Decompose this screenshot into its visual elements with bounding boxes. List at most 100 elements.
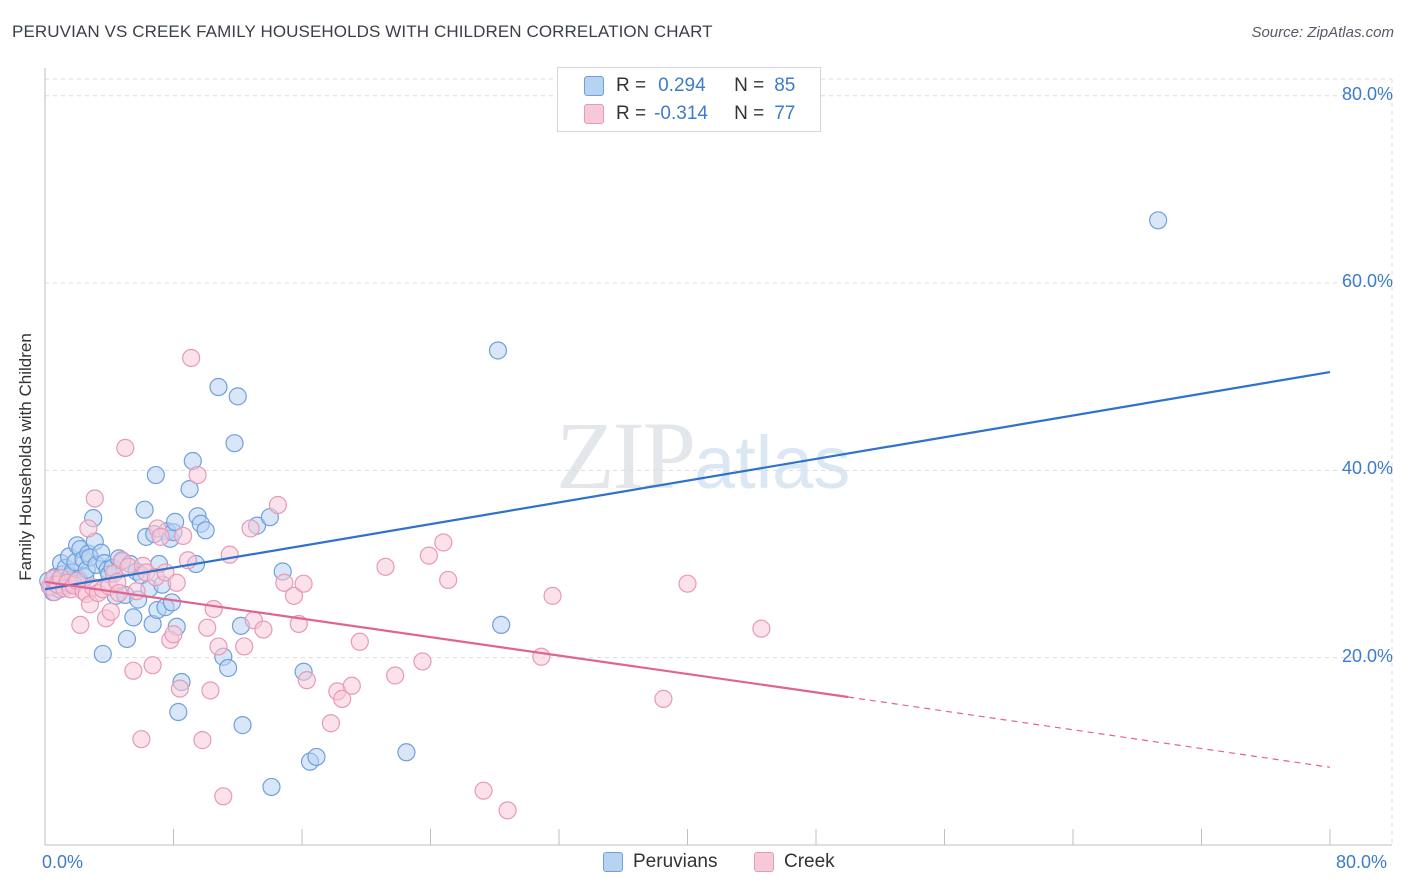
creek-point xyxy=(413,652,432,671)
peruvians-point xyxy=(166,512,185,531)
y-tick-label: 60.0% xyxy=(1341,271,1393,292)
creek-point xyxy=(678,574,697,593)
creek-point xyxy=(116,438,135,457)
creek-point xyxy=(297,671,316,690)
creek-point xyxy=(532,647,551,666)
creek-point xyxy=(235,637,254,656)
creek-point xyxy=(294,574,313,593)
peruvians-point xyxy=(196,521,215,540)
creek-trend-extension xyxy=(848,696,1331,768)
y-tick-label: 40.0% xyxy=(1341,458,1393,479)
peruvians-point xyxy=(180,479,199,499)
y-tick-label: 80.0% xyxy=(1341,83,1393,104)
peruvians-point xyxy=(162,593,181,612)
creek-point xyxy=(201,681,220,700)
peruvians-r-value: 0.294 xyxy=(658,75,706,96)
peruvians-point xyxy=(135,500,154,519)
creek-point xyxy=(268,495,288,515)
bottom-legend-peruvians: Peruvians xyxy=(603,851,718,873)
peruvians-trend-line xyxy=(44,370,1331,591)
creek-point xyxy=(71,615,90,635)
stats-legend: R = 0.294 N = 85 R = -0.314 N = 77 xyxy=(557,67,821,132)
peruvians-point xyxy=(117,629,137,649)
creek-n-value: 77 xyxy=(774,103,796,124)
peruvians-n-label: N = xyxy=(734,75,765,96)
creek-point xyxy=(752,619,771,638)
bottom-creek-swatch xyxy=(754,852,774,872)
trend-lines xyxy=(44,370,1331,768)
creek-point xyxy=(209,637,228,656)
data-points xyxy=(39,211,1168,820)
creek-point xyxy=(164,625,183,644)
peruvians-point xyxy=(209,377,228,397)
source-label: Source: ZipAtlas.com xyxy=(1251,24,1394,41)
creek-point xyxy=(79,519,98,538)
creek-point xyxy=(188,465,207,485)
peruvians-point xyxy=(146,465,165,485)
peruvians-n-value: 85 xyxy=(774,75,796,96)
x-tick-max: 80.0% xyxy=(1336,852,1388,872)
creek-point xyxy=(434,533,453,552)
creek-point xyxy=(543,586,562,605)
creek-point xyxy=(174,526,193,546)
creek-r-label: R = xyxy=(616,103,647,124)
peruvians-point xyxy=(307,747,326,767)
creek-point xyxy=(333,689,352,708)
peruvians-point xyxy=(219,658,238,678)
creek-point xyxy=(321,714,341,733)
peruvians-point xyxy=(228,387,247,406)
creek-point xyxy=(85,489,104,508)
creek-point xyxy=(214,787,233,806)
creek-point xyxy=(284,586,304,605)
creek-point xyxy=(151,527,170,546)
bottom-peruvians-label: Peruvians xyxy=(633,851,718,872)
y-axis-label: Family Households with Children xyxy=(16,333,35,581)
chart-title: PERUVIAN VS CREEK FAMILY HOUSEHOLDS WITH… xyxy=(12,22,713,41)
creek-point xyxy=(101,602,120,621)
creek-point xyxy=(220,545,239,564)
axes xyxy=(44,68,1392,846)
creek-point xyxy=(193,731,212,750)
creek-point xyxy=(474,781,493,800)
bottom-legend-creek: Creek xyxy=(754,851,835,873)
creek-point xyxy=(350,632,369,651)
peruvians-point xyxy=(397,743,416,762)
peruvians-point xyxy=(492,615,511,635)
creek-point xyxy=(124,661,143,680)
creek-point xyxy=(198,618,217,637)
peruvians-point xyxy=(262,777,281,797)
creek-point xyxy=(498,801,517,820)
creek-n-label: N = xyxy=(734,103,765,124)
creek-point xyxy=(275,573,294,592)
creek-point xyxy=(254,620,273,639)
creek-point xyxy=(127,582,146,601)
peruvians-swatch xyxy=(584,76,604,96)
creek-point xyxy=(241,519,260,538)
peruvians-point xyxy=(124,608,143,627)
creek-point xyxy=(143,656,162,675)
peruvians-point xyxy=(233,716,252,735)
creek-point xyxy=(182,348,201,368)
legend-row-peruvians: R = 0.294 N = 85 xyxy=(584,72,795,100)
bottom-peruvians-swatch xyxy=(603,852,623,872)
y-tick-label: 20.0% xyxy=(1341,645,1393,666)
creek-point xyxy=(419,546,438,565)
creek-point xyxy=(170,679,190,698)
creek-point xyxy=(132,730,151,749)
creek-point xyxy=(204,599,223,619)
creek-point xyxy=(167,573,186,592)
creek-point xyxy=(654,689,673,708)
watermark-atlas: atlas xyxy=(694,421,851,504)
peruvians-point xyxy=(1149,211,1168,230)
peruvians-point xyxy=(225,434,244,453)
peruvians-point xyxy=(93,644,112,664)
peruvians-point xyxy=(169,702,188,722)
peruvians-r-label: R = xyxy=(616,75,647,96)
creek-swatch xyxy=(584,104,604,124)
legend-row-creek: R = -0.314 N = 77 xyxy=(584,100,795,128)
creek-point xyxy=(439,570,458,590)
creek-point xyxy=(342,676,361,695)
creek-point xyxy=(376,557,395,576)
bottom-creek-label: Creek xyxy=(784,851,835,872)
